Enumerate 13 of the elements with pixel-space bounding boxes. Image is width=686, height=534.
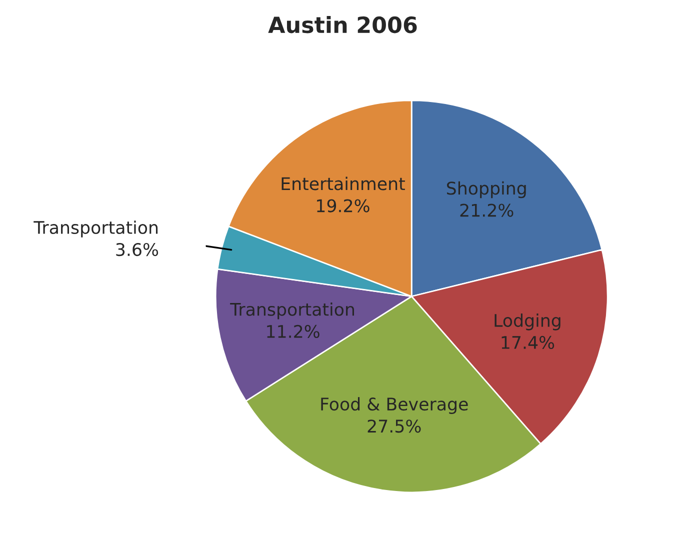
slice-label: Transportation bbox=[34, 220, 158, 238]
slice-label: Entertainment bbox=[282, 176, 405, 190]
data-label: 27.5% bbox=[368, 420, 421, 433]
data-label: 21.2% bbox=[460, 204, 514, 217]
data-label: 11.2% bbox=[267, 324, 320, 338]
data-label: 19.2% bbox=[317, 199, 370, 212]
slice-label: Lodging bbox=[494, 314, 560, 330]
slice-label: Food & Beverage bbox=[321, 397, 468, 414]
slice-label: Shopping bbox=[446, 181, 526, 198]
data-label: 3.6% bbox=[116, 242, 158, 256]
slice-label: Transportation bbox=[230, 302, 354, 320]
chart-title: Austin 2006 bbox=[268, 16, 417, 34]
data-label: 17.4% bbox=[502, 336, 554, 350]
